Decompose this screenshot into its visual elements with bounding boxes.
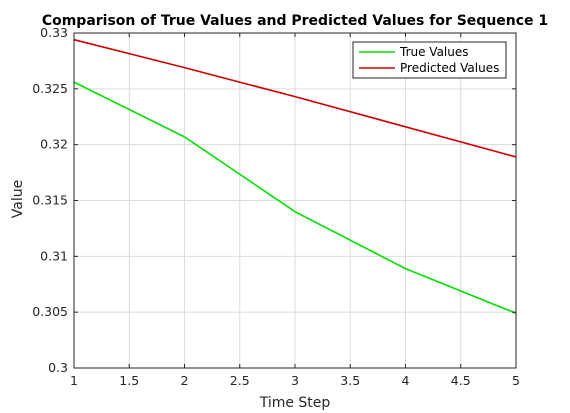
y-tick-label: 0.3 xyxy=(48,360,68,375)
series-line xyxy=(73,81,517,315)
x-tick-label: 2 xyxy=(181,373,189,388)
y-tick-label: 0.33 xyxy=(40,25,68,40)
series-line xyxy=(73,38,517,158)
x-tick-label: 1.5 xyxy=(119,373,139,388)
x-tick-label: 1 xyxy=(70,373,78,388)
x-axis-label: Time Step xyxy=(259,395,331,411)
y-tick-label: 0.32 xyxy=(40,137,68,152)
legend: True Values Predicted Values xyxy=(352,41,507,79)
x-tick-label: 4 xyxy=(402,373,410,388)
legend-label: True Values xyxy=(399,45,469,59)
series-layer xyxy=(73,38,517,315)
x-tick-label: 3 xyxy=(291,373,299,388)
y-tick-label: 0.31 xyxy=(40,248,68,263)
y-tick-label: 0.305 xyxy=(32,304,68,319)
x-tick-label: 2.5 xyxy=(230,373,250,388)
legend-label: Predicted Values xyxy=(400,61,499,75)
ticks-layer: 1 1.5 2 2.5 3 3.5 4 4.5 5 0.3 0.305 0.31 0.315 0.32 0.… xyxy=(32,25,520,388)
legend-box xyxy=(352,41,507,79)
x-tick-label: 4.5 xyxy=(451,373,471,388)
y-tick-label: 0.315 xyxy=(32,193,68,208)
x-tick-label: 5 xyxy=(512,373,520,388)
chart-title: Comparison of True Values and Predicted … xyxy=(42,13,548,29)
x-tick-label: 3.5 xyxy=(340,373,360,388)
y-axis-label: Value xyxy=(10,180,26,218)
y-tick-label: 0.325 xyxy=(32,81,68,96)
